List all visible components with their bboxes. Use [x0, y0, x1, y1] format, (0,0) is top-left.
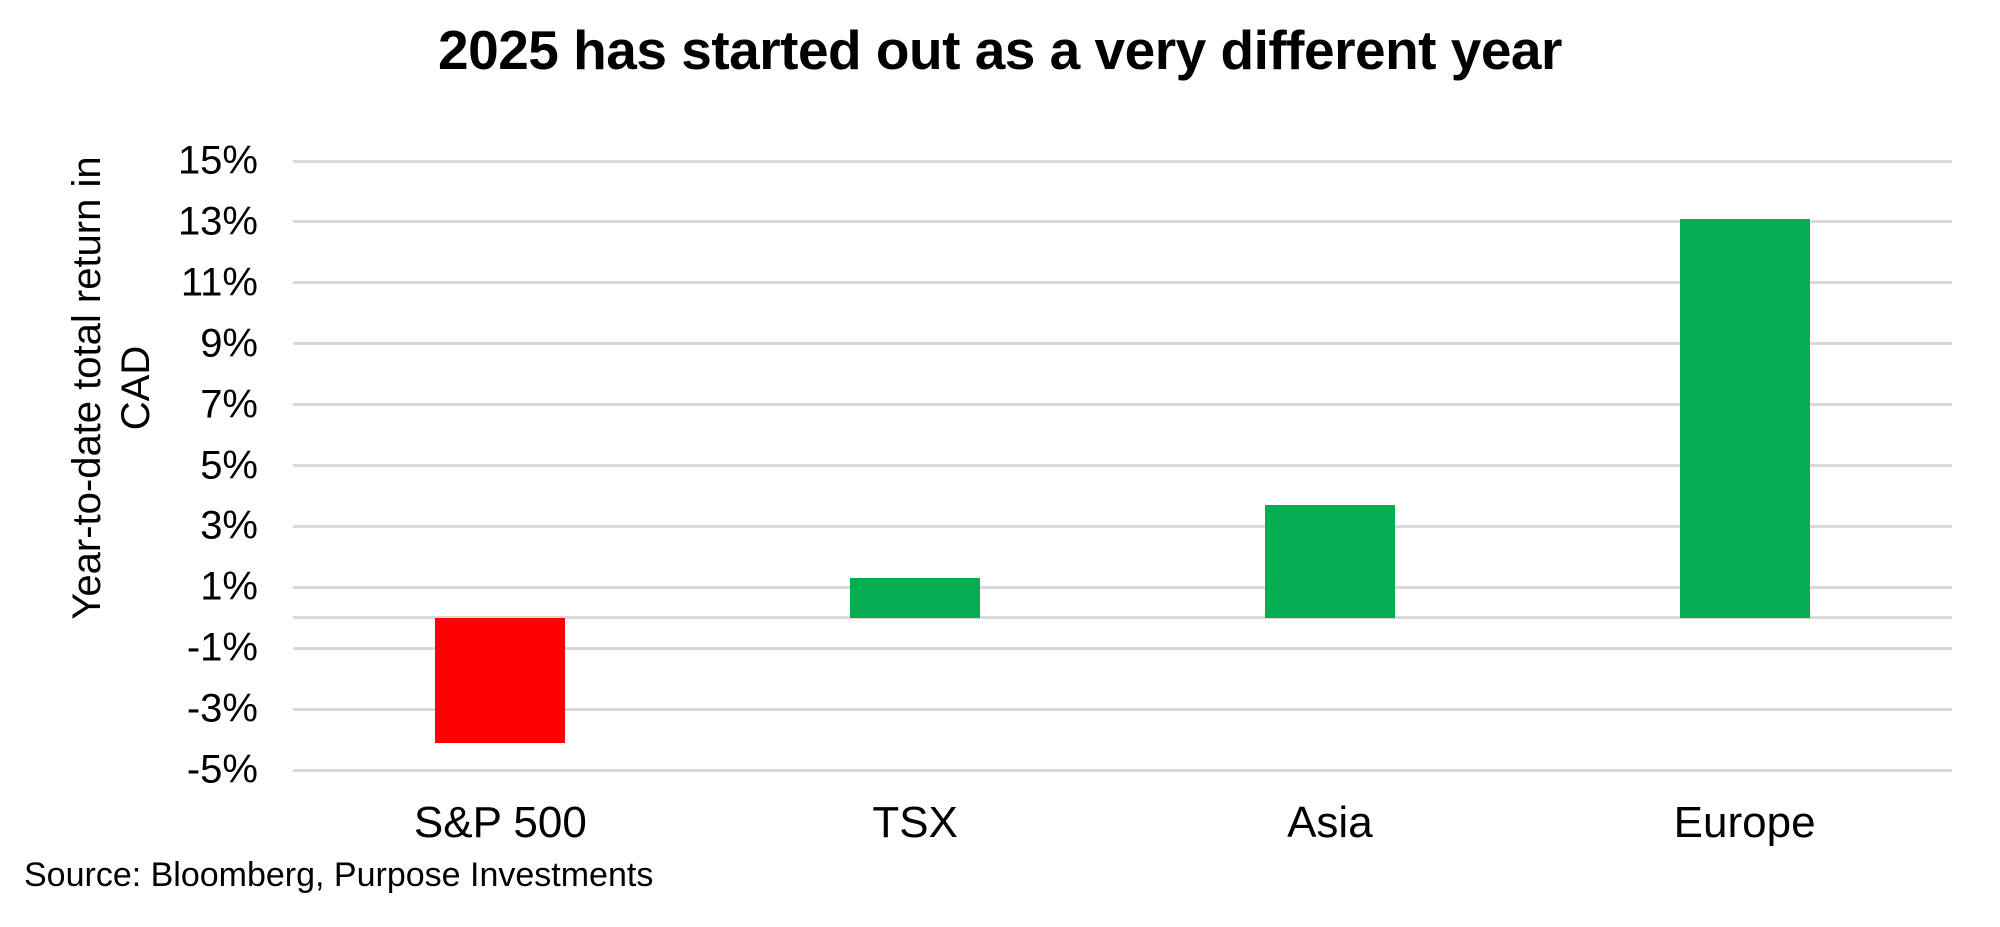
- y-tick-label: 3%: [200, 503, 258, 548]
- bar-tsx: [850, 578, 981, 618]
- source-note: Source: Bloomberg, Purpose Investments: [24, 856, 654, 894]
- gridline: [293, 403, 1952, 407]
- y-tick-label: 5%: [200, 443, 258, 487]
- gridline: [293, 707, 1952, 711]
- gridline: [293, 646, 1952, 650]
- bar-europe: [1679, 218, 1810, 618]
- zero-baseline: [293, 616, 1952, 620]
- y-tick-label: 13%: [177, 199, 258, 244]
- y-tick-label: 11%: [180, 260, 258, 305]
- gridline: [293, 768, 1952, 772]
- chart-title: 2025 has started out as a very different…: [438, 19, 1562, 81]
- y-tick-label: 7%: [200, 382, 258, 427]
- y-tick-label: 1%: [200, 564, 258, 609]
- y-tick-label: 15%: [177, 138, 258, 183]
- gridline: [293, 524, 1952, 528]
- x-tick-label: TSX: [872, 798, 958, 847]
- gridline: [293, 464, 1952, 467]
- y-tick-label: -5%: [186, 747, 258, 792]
- gridline: [293, 585, 1952, 589]
- y-tick-label: -1%: [186, 625, 258, 670]
- y-tick-label: -3%: [186, 686, 258, 731]
- gridline: [293, 342, 1952, 346]
- bar-asia: [1264, 505, 1395, 618]
- x-tick-label: Europe: [1673, 798, 1816, 847]
- x-tick-label: Asia: [1287, 798, 1373, 847]
- x-tick-label: S&P 500: [413, 798, 587, 847]
- y-tick-label: 9%: [200, 321, 258, 366]
- bar-s-p-500: [435, 617, 566, 743]
- gridline: [293, 220, 1952, 224]
- gridline: [293, 281, 1952, 285]
- gridline: [293, 159, 1952, 163]
